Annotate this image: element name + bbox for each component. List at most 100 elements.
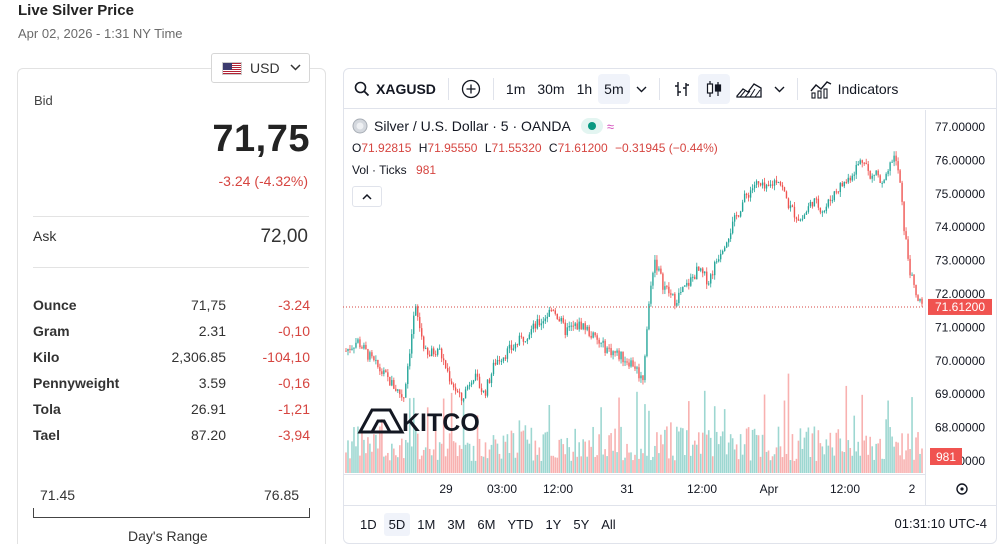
candle-body — [787, 198, 790, 209]
volume-bar — [464, 444, 467, 473]
volume-bar — [797, 440, 800, 473]
interval-5m[interactable]: 5m — [598, 74, 630, 104]
volume-bar — [883, 458, 885, 473]
candle-body — [423, 336, 425, 349]
unit-name: Tola — [33, 401, 61, 417]
volume-bar — [424, 447, 427, 473]
candle-body — [526, 339, 529, 342]
candle-body — [654, 259, 656, 273]
range-6m[interactable]: 6M — [477, 516, 496, 532]
interval-30m[interactable]: 30m — [537, 81, 565, 97]
volume-bar — [582, 439, 584, 473]
candle-chart-type-button[interactable] — [697, 74, 730, 104]
price-axis: 77.00000 76.00000 75.00000 74.00000 73.00000… — [935, 120, 985, 468]
volume-bar — [462, 399, 465, 473]
candle-body — [436, 348, 439, 355]
candle-body — [359, 339, 361, 348]
volume-bar — [436, 459, 439, 473]
volume-bar — [688, 401, 690, 473]
candle-body — [444, 360, 447, 369]
candle-body — [534, 323, 537, 329]
candle-body — [572, 325, 574, 327]
range-5d[interactable]: 5D — [383, 512, 411, 536]
range-all[interactable]: All — [601, 516, 616, 532]
area-chart-type-button[interactable] — [730, 74, 768, 104]
currency-select[interactable]: USD — [211, 53, 310, 83]
candle-body — [522, 336, 525, 342]
volume-bar — [761, 434, 764, 473]
candle-body — [827, 199, 830, 207]
price-tick-label: 77.00000 — [935, 120, 985, 134]
range-1d[interactable]: 1D — [360, 516, 377, 532]
candle-body — [783, 187, 786, 192]
volume-bar — [363, 439, 365, 473]
volume-bar — [815, 460, 818, 473]
volume-bar — [450, 392, 453, 473]
volume-bar — [751, 429, 754, 473]
volume-bar — [367, 437, 369, 473]
candle-body — [375, 359, 377, 361]
candle-body — [590, 335, 592, 338]
compare-button[interactable] — [455, 74, 487, 104]
symbol-search-button[interactable]: XAGUSD — [348, 74, 442, 104]
volume-bar — [759, 456, 762, 473]
candle-body — [731, 221, 734, 234]
volume-bar — [578, 442, 580, 473]
candle-body — [496, 359, 499, 365]
volume-bar — [674, 460, 676, 473]
volume-bar — [831, 447, 834, 473]
volume-bar — [885, 419, 887, 473]
settings-gear-icon[interactable] — [956, 483, 968, 495]
interval-1h[interactable]: 1h — [576, 81, 593, 97]
chart-symbol-title: Silver / U.S. Dollar · 5 · OANDA — [374, 118, 571, 134]
candle-body — [486, 379, 489, 396]
range-ytd[interactable]: YTD — [507, 516, 534, 532]
candle-body — [401, 394, 403, 398]
range-5y[interactable]: 5Y — [573, 516, 590, 532]
candle-body — [574, 323, 576, 326]
candle-body — [636, 367, 638, 369]
candle-body — [524, 341, 527, 343]
indicators-button[interactable]: Indicators — [804, 74, 905, 104]
price-tick-label: 70.00000 — [935, 354, 985, 368]
price-tick-label: 68.00000 — [935, 421, 985, 435]
legend-collapse-button[interactable] — [352, 186, 382, 207]
interval-dropdown[interactable] — [630, 74, 653, 104]
time-tick-label: 03:00 — [487, 482, 517, 496]
volume-bar — [422, 449, 425, 473]
bar-chart-type-button[interactable] — [666, 74, 698, 104]
volume-bar — [604, 449, 606, 473]
candle-body — [419, 317, 421, 329]
volume-bar — [739, 434, 742, 473]
candle-body — [512, 348, 515, 351]
range-1m[interactable]: 1M — [417, 516, 436, 532]
candle-body — [353, 347, 355, 349]
range-3m[interactable]: 3M — [447, 516, 466, 532]
candle-body — [377, 359, 379, 368]
volume-bar — [909, 448, 911, 473]
volume-bar — [478, 438, 481, 473]
day-range-label: Day's Range — [128, 528, 208, 544]
candle-body — [638, 367, 640, 379]
chart-widget: XAGUSD 1m 30m 1h 5m Indicators — [343, 68, 997, 544]
candle-body — [763, 182, 766, 189]
candle-body — [584, 323, 586, 330]
candle-body — [616, 350, 618, 353]
open-label: O — [352, 141, 362, 155]
range-1y[interactable]: 1Y — [545, 516, 562, 532]
unit-price: 26.91 — [190, 401, 226, 417]
candle-body — [723, 247, 726, 251]
volume-bar — [355, 446, 357, 473]
candle-body — [532, 323, 535, 330]
interval-1m[interactable]: 1m — [505, 81, 526, 97]
volume-bar — [819, 443, 822, 473]
chart-type-dropdown[interactable] — [768, 74, 791, 104]
volume-bar — [636, 391, 638, 473]
candle-body — [472, 380, 475, 383]
candle-body — [478, 376, 481, 389]
volume-bar — [560, 438, 563, 473]
candle-body — [361, 347, 363, 349]
chevron-down-icon — [636, 86, 647, 92]
candle-body — [694, 276, 696, 280]
